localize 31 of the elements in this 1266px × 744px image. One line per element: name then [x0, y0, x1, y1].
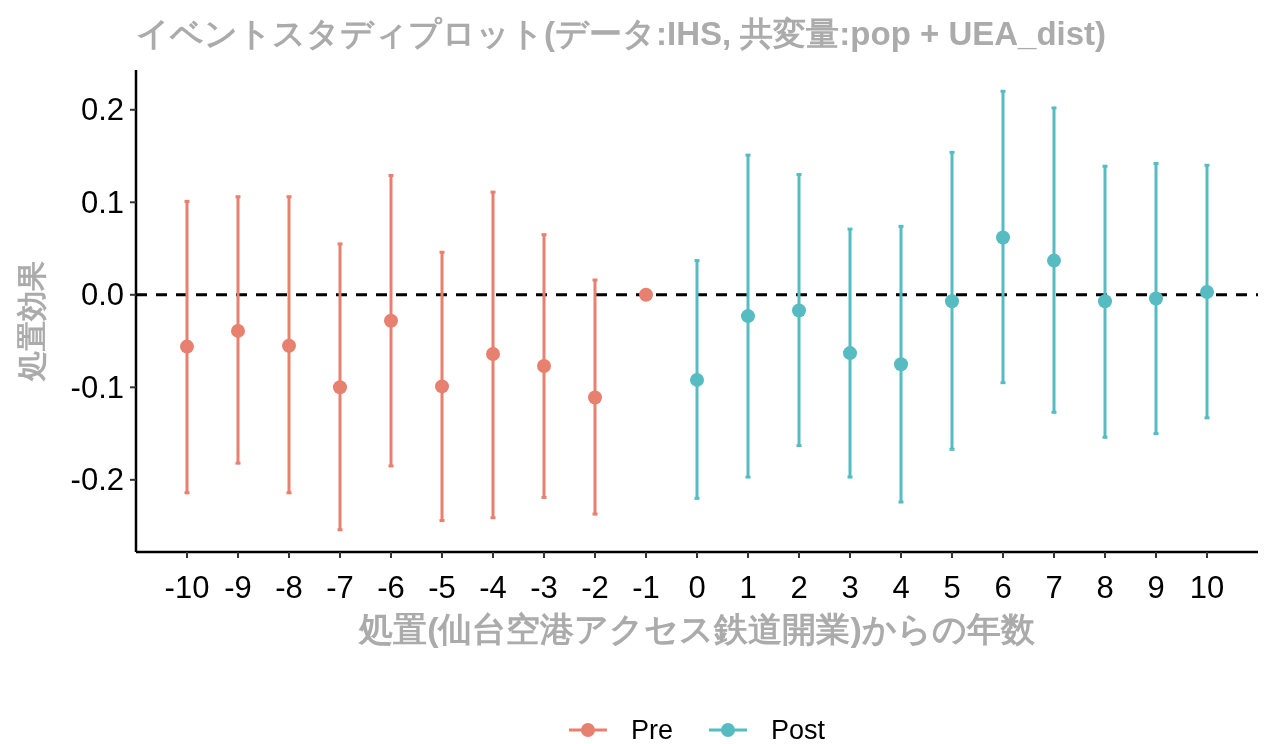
x-tick-label: -8: [275, 570, 303, 605]
legend-label: Pre: [630, 715, 673, 744]
title: イベントスタディプロット(データ:IHS, 共変量:pop + UEA_dist): [136, 15, 1107, 52]
x-tick-label: -7: [326, 570, 354, 605]
x-tick-label: -9: [224, 570, 252, 605]
x-tick-label: -10: [164, 570, 210, 605]
x-tick-label: -4: [479, 570, 507, 605]
x-tick-label: 3: [841, 570, 859, 605]
x-tick-label: -2: [581, 570, 609, 605]
x-tick-label: 7: [1045, 570, 1063, 605]
x-tick-label: 6: [994, 570, 1012, 605]
y-tick-label: 0.0: [80, 277, 124, 313]
y-tick-label: -0.1: [70, 369, 124, 405]
x-axis-title: 処置(仙台空港アクセス鉄道開業)からの年数: [359, 610, 1035, 648]
x-tick-label: -5: [428, 570, 456, 605]
x-tick-label: 4: [892, 570, 910, 605]
x-tick-label: 0: [688, 570, 706, 605]
x-tick-label: 9: [1147, 570, 1165, 605]
x-tick-label: 8: [1096, 570, 1114, 605]
x-tick-label: -3: [530, 570, 558, 605]
x-tick-label: 5: [943, 570, 961, 605]
y-tick-label: 0.1: [80, 184, 124, 220]
y-axis-title: 処置効果: [15, 261, 48, 381]
y-tick-label: 0.2: [80, 92, 124, 128]
x-tick-label: 10: [1189, 570, 1225, 605]
x-tick-label: 1: [739, 570, 757, 605]
x-tick-label: 2: [790, 570, 808, 605]
legend-label: Post: [771, 715, 826, 744]
y-tick-label: -0.2: [70, 462, 124, 498]
x-tick-label: -6: [377, 570, 405, 605]
x-tick-label: -1: [632, 570, 660, 605]
